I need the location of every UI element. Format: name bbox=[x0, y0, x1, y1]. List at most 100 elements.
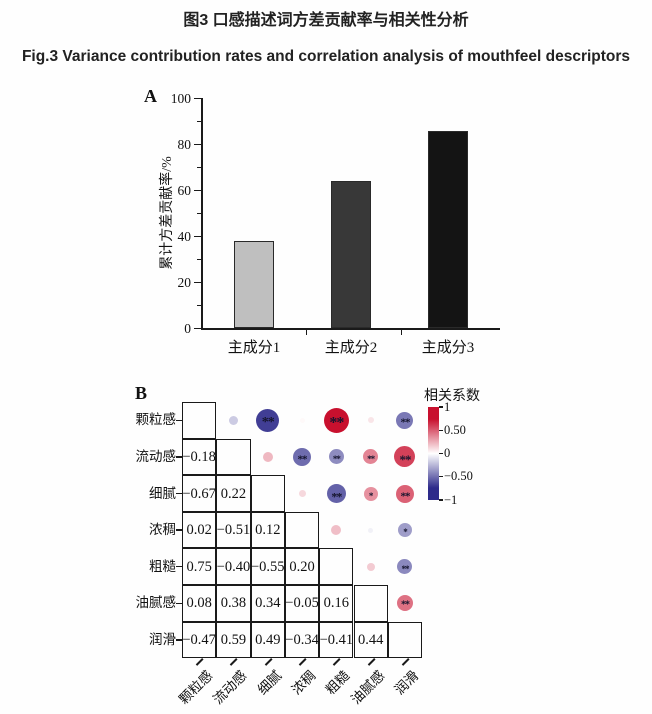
significance-stars: * bbox=[368, 490, 373, 501]
correlation-value: −0.05 bbox=[285, 595, 319, 612]
matrix-cell bbox=[250, 548, 285, 585]
matrix-cell bbox=[319, 621, 354, 659]
correlation-circle bbox=[331, 525, 342, 536]
correlation-circle: ** bbox=[396, 411, 414, 429]
correlation-circle bbox=[366, 562, 375, 571]
y-axis-tick-label: 60 bbox=[177, 182, 192, 198]
correlation-value: 0.59 bbox=[220, 631, 247, 648]
y-axis-tick bbox=[194, 327, 201, 330]
matrix-cell bbox=[284, 585, 320, 622]
correlation-value: 0.16 bbox=[323, 595, 350, 612]
correlation-circle: * bbox=[363, 486, 378, 501]
significance-stars: ** bbox=[400, 416, 410, 429]
matrix-cell bbox=[250, 475, 285, 512]
correlation-value: −0.55 bbox=[250, 558, 285, 575]
y-axis-minor-tick bbox=[197, 166, 201, 168]
matrix-row-tick bbox=[176, 492, 182, 495]
correlation-circle bbox=[262, 451, 273, 462]
correlation-circle bbox=[367, 417, 374, 424]
correlation-circle: ** bbox=[396, 595, 413, 612]
correlation-circle: ** bbox=[326, 484, 346, 503]
correlation-circle: ** bbox=[363, 449, 379, 465]
matrix-cell bbox=[319, 548, 354, 585]
colorbar-gradient bbox=[428, 407, 439, 500]
matrix-cell bbox=[182, 548, 217, 585]
panel-a-y-axis-title: 累计方差贡献率/% bbox=[160, 156, 175, 270]
colorbar-title: 相关系数 bbox=[424, 389, 480, 404]
significance-stars: ** bbox=[400, 489, 410, 502]
x-axis-category-label: 主成分2 bbox=[324, 340, 378, 357]
matrix-row-tick bbox=[176, 419, 182, 422]
significance-stars: ** bbox=[261, 415, 275, 431]
significance-stars: ** bbox=[332, 453, 341, 464]
correlation-circle bbox=[298, 490, 306, 497]
correlation-value: 0.38 bbox=[220, 595, 247, 612]
y-axis-line bbox=[201, 98, 203, 331]
correlation-value: 0.49 bbox=[255, 631, 281, 648]
correlation-value: 0.02 bbox=[186, 522, 212, 539]
correlation-value: 0.44 bbox=[357, 631, 384, 648]
correlation-value: −0.41 bbox=[319, 631, 354, 648]
colorbar-tick-label: −1 bbox=[444, 492, 458, 507]
colorbar-tick bbox=[439, 499, 443, 501]
matrix-cell bbox=[284, 548, 320, 585]
matrix-row-label: 颗粒感 bbox=[135, 412, 177, 428]
correlation-value: −0.67 bbox=[182, 485, 216, 502]
significance-stars: ** bbox=[399, 452, 411, 468]
correlation-circle: ** bbox=[256, 408, 280, 432]
correlation-value: −0.51 bbox=[216, 522, 251, 539]
matrix-row-label: 粗糙 bbox=[149, 558, 176, 574]
y-axis-tick-label: 100 bbox=[170, 90, 191, 106]
significance-stars: ** bbox=[400, 599, 410, 611]
matrix-row-label: 细腻 bbox=[149, 485, 176, 501]
matrix-cell bbox=[182, 402, 217, 439]
correlation-value: 0.08 bbox=[186, 595, 212, 612]
matrix-cell bbox=[182, 511, 217, 549]
matrix-row-label: 油腻感 bbox=[135, 595, 177, 611]
matrix-row-tick bbox=[176, 456, 182, 458]
matrix-row-tick bbox=[176, 639, 182, 641]
correlation-circle bbox=[368, 527, 374, 533]
correlation-value: −0.34 bbox=[285, 631, 319, 648]
matrix-cell bbox=[250, 511, 285, 549]
x-axis-tick bbox=[400, 330, 403, 336]
correlation-circle bbox=[299, 417, 305, 423]
matrix-cell bbox=[387, 621, 423, 659]
significance-stars: ** bbox=[329, 414, 344, 432]
y-axis-tick-label: 0 bbox=[184, 320, 191, 336]
colorbar-tick-label: 0 bbox=[444, 446, 451, 460]
matrix-cell bbox=[216, 475, 251, 512]
matrix-cell bbox=[216, 548, 251, 585]
x-axis-category-label: 主成分1 bbox=[227, 340, 281, 357]
colorbar-tick bbox=[439, 452, 443, 455]
matrix-row-tick bbox=[176, 565, 182, 568]
colorbar-tick-label: −0.50 bbox=[444, 469, 473, 484]
matrix-cell bbox=[216, 585, 251, 622]
bar-主成分2 bbox=[331, 181, 371, 329]
significance-stars: ** bbox=[297, 453, 308, 466]
panel-a-label: A bbox=[144, 86, 157, 106]
significance-stars: ** bbox=[401, 563, 409, 574]
correlation-circle: ** bbox=[323, 407, 349, 433]
y-axis-tick-label: 80 bbox=[177, 136, 192, 152]
matrix-cell bbox=[182, 585, 217, 622]
y-axis-tick bbox=[194, 235, 201, 238]
matrix-row-tick bbox=[176, 602, 182, 605]
matrix-row-label: 润滑 bbox=[149, 631, 176, 647]
y-axis-minor-tick bbox=[197, 120, 201, 122]
matrix-cell bbox=[284, 621, 320, 659]
matrix-cell bbox=[182, 438, 217, 476]
colorbar-tick bbox=[439, 429, 443, 431]
matrix-cell bbox=[319, 585, 354, 622]
significance-stars: ** bbox=[367, 453, 375, 464]
y-axis-minor-tick bbox=[197, 304, 201, 306]
colorbar-tick bbox=[439, 476, 443, 478]
y-axis-minor-tick bbox=[197, 212, 201, 214]
matrix-cell bbox=[353, 585, 388, 622]
bar-主成分1 bbox=[234, 240, 274, 329]
y-axis-tick bbox=[194, 97, 201, 100]
matrix-cell bbox=[216, 621, 251, 659]
correlation-circle: ** bbox=[395, 484, 414, 503]
colorbar-tick bbox=[439, 406, 443, 408]
